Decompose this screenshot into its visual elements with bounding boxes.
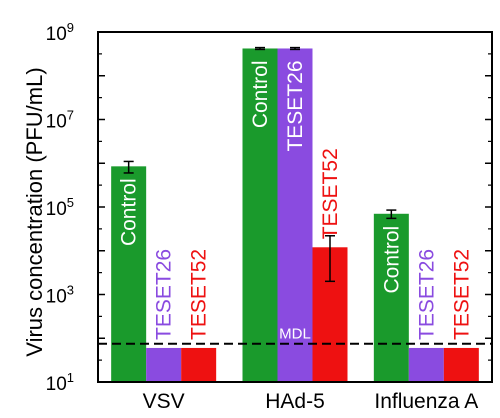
bar-label-teset52: TESET52	[188, 249, 211, 340]
mdl-label: MDL	[279, 326, 311, 343]
bar-label-teset26: TESET26	[153, 249, 176, 340]
y-tick-label: 105	[46, 195, 74, 220]
y-axis-label: Virus concentration (PFU/mL)	[22, 67, 47, 356]
y-tick-label: 109	[46, 20, 74, 45]
bar-control-2	[373, 213, 409, 382]
bar-label-teset52: TESET52	[450, 249, 473, 340]
bar-label-teset26: TESET26	[415, 249, 438, 340]
bar-teset26-1	[277, 48, 313, 382]
y-tick-label: 101	[46, 370, 74, 395]
bar-label-control: Control	[249, 60, 272, 128]
x-category-label: Influenza A	[374, 390, 478, 413]
bar-teset26-0	[146, 347, 182, 382]
bar-label-teset26: TESET26	[284, 60, 307, 151]
bar-label-teset52: TESET52	[319, 148, 342, 239]
y-tick-label: 103	[46, 283, 74, 308]
bar-label-control: Control	[380, 226, 403, 294]
bar-control-1	[242, 48, 278, 382]
bar-control-0	[111, 166, 147, 382]
plot-area: Control TESET26 TESET52 VSV Control TESET26 TE…	[46, 20, 493, 413]
bar-label-control: Control	[118, 178, 141, 246]
bar-teset52-0	[181, 347, 217, 382]
bar-teset26-2	[408, 347, 444, 382]
bar-teset52-2	[443, 347, 479, 382]
y-tick-label: 107	[46, 108, 74, 133]
x-category-label: HAd-5	[265, 390, 325, 413]
x-category-label: VSV	[143, 390, 185, 413]
